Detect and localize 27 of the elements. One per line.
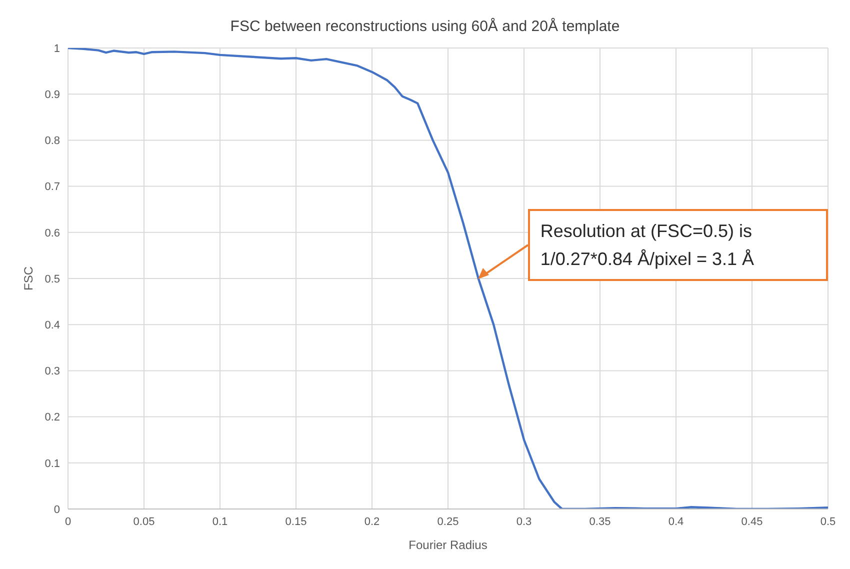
x-tick-label: 0.4 — [668, 516, 684, 528]
line-series — [68, 48, 828, 509]
x-tick-label: 0 — [64, 516, 72, 528]
x-tick-label: 0.45 — [741, 516, 763, 528]
x-tick-label: 0.5 — [820, 516, 836, 528]
y-axis-title: FSC — [21, 266, 36, 290]
y-tick-label: 1 — [54, 42, 60, 55]
x-tick-label: 0.25 — [437, 516, 459, 528]
x-axis-title: Fourier Radius — [408, 538, 488, 552]
y-tick-label: 0.6 — [44, 227, 60, 240]
y-tick-label: 0.3 — [44, 366, 60, 378]
y-tick-label: 0.1 — [44, 458, 60, 470]
y-tick-label: 0.4 — [44, 320, 60, 332]
y-tick-label: 0.7 — [44, 181, 60, 194]
x-tick-label: 0.1 — [212, 516, 228, 528]
x-tick-label: 0.05 — [133, 516, 155, 528]
x-tick-label: 0.15 — [285, 516, 307, 528]
callout-box: Resolution at (FSC=0.5) is 1/0.27*0.84 Å/pixel = 3.1 Å — [528, 208, 828, 280]
y-tick-label: 0 — [54, 504, 60, 516]
chart-title: FSC between reconstructions using 60Å and 20Å template — [229, 18, 621, 35]
y-tick-label: 0.2 — [44, 412, 60, 424]
y-tick-label: 0.9 — [44, 89, 60, 102]
x-tick-label: 0.3 — [516, 516, 532, 528]
y-tick-label: 0.5 — [44, 273, 60, 286]
y-tick-label: 0.8 — [44, 135, 60, 148]
x-tick-label: 0.35 — [589, 516, 611, 528]
x-tick-label: 0.2 — [364, 516, 380, 528]
